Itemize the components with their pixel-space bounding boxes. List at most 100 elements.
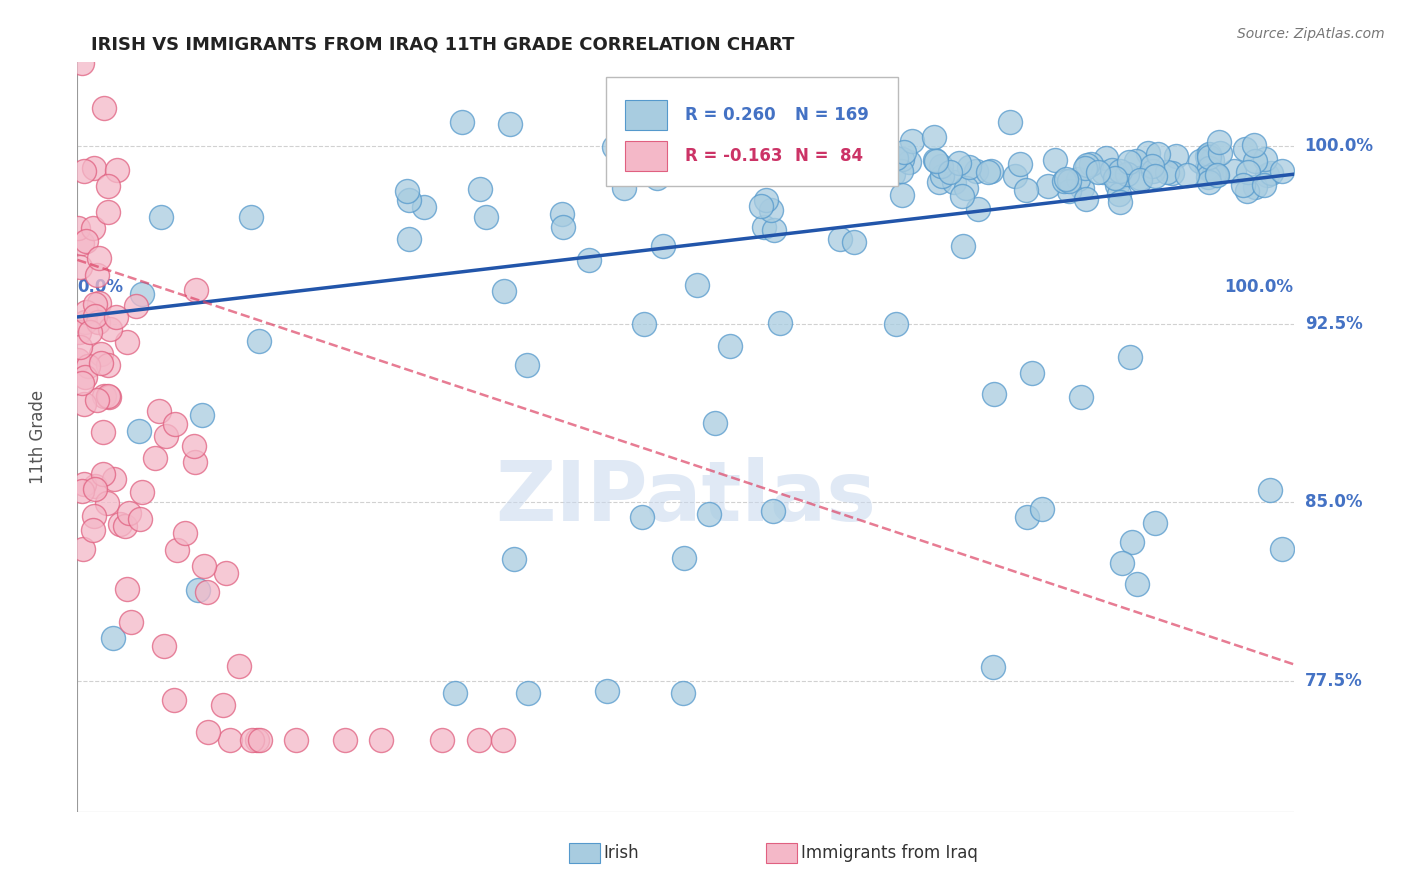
- Point: [70, 376, 93, 390]
- Point: [184, 284, 207, 298]
- Point: [1142, 164, 1164, 178]
- Point: [756, 158, 779, 172]
- Point: [955, 181, 977, 195]
- Point: [1206, 168, 1229, 182]
- Point: [333, 733, 356, 747]
- Point: [215, 566, 238, 580]
- Point: [551, 219, 574, 234]
- Point: [1000, 115, 1022, 129]
- Point: [1015, 510, 1038, 524]
- Point: [596, 684, 619, 698]
- Point: [467, 733, 489, 747]
- Point: [1256, 168, 1278, 182]
- Point: [820, 143, 842, 157]
- Point: [1129, 171, 1152, 186]
- Text: Irish: Irish: [603, 844, 638, 862]
- Point: [499, 118, 522, 132]
- Point: [1202, 167, 1225, 181]
- Point: [977, 164, 1000, 178]
- Point: [470, 182, 492, 196]
- Point: [183, 455, 205, 469]
- Point: [1198, 150, 1220, 164]
- Point: [803, 157, 825, 171]
- Point: [240, 733, 263, 747]
- Point: [633, 318, 655, 332]
- Point: [1057, 184, 1080, 198]
- Point: [730, 150, 752, 164]
- Text: ZIPatlas: ZIPatlas: [495, 457, 876, 538]
- Point: [101, 631, 124, 645]
- Point: [75, 234, 97, 248]
- Point: [925, 154, 948, 169]
- Point: [1166, 149, 1188, 163]
- Point: [1197, 169, 1219, 184]
- Point: [751, 199, 773, 213]
- Point: [430, 733, 453, 747]
- Point: [957, 161, 980, 175]
- Point: [1109, 195, 1132, 210]
- Point: [939, 165, 962, 179]
- Point: [890, 164, 912, 178]
- Point: [66, 221, 89, 235]
- Point: [69, 340, 91, 354]
- Point: [1004, 169, 1026, 183]
- Point: [193, 559, 215, 574]
- Point: [1111, 556, 1133, 570]
- Point: [1198, 175, 1220, 189]
- Point: [1198, 146, 1220, 161]
- Point: [105, 162, 128, 177]
- Point: [1109, 164, 1132, 178]
- Point: [824, 166, 846, 180]
- Point: [828, 232, 851, 246]
- Point: [197, 725, 219, 739]
- Point: [1140, 159, 1163, 173]
- Point: [983, 387, 1005, 401]
- Point: [247, 334, 270, 348]
- Point: [1095, 151, 1118, 165]
- Point: [413, 200, 436, 214]
- Point: [1010, 157, 1032, 171]
- Point: [1260, 166, 1282, 180]
- Point: [516, 358, 538, 372]
- Point: [1197, 161, 1219, 175]
- Point: [90, 355, 112, 369]
- Point: [1105, 170, 1128, 185]
- Point: [155, 428, 177, 442]
- Point: [87, 315, 110, 329]
- Point: [1198, 161, 1220, 175]
- Point: [67, 325, 90, 339]
- Point: [186, 583, 208, 598]
- Point: [128, 512, 150, 526]
- Point: [952, 238, 974, 252]
- Point: [1243, 137, 1265, 152]
- Point: [966, 202, 988, 217]
- Point: [79, 326, 101, 340]
- Point: [1070, 180, 1092, 194]
- Point: [82, 523, 104, 537]
- Point: [150, 210, 173, 224]
- Point: [398, 231, 420, 245]
- Text: Source: ZipAtlas.com: Source: ZipAtlas.com: [1237, 27, 1385, 41]
- Point: [174, 526, 197, 541]
- Point: [86, 393, 108, 408]
- Point: [1144, 516, 1167, 530]
- Point: [1108, 186, 1130, 201]
- Point: [1121, 534, 1143, 549]
- Point: [672, 686, 695, 700]
- Point: [110, 516, 132, 531]
- Point: [219, 733, 242, 747]
- Point: [370, 733, 392, 747]
- Point: [450, 115, 472, 129]
- Point: [72, 164, 94, 178]
- Point: [948, 156, 970, 170]
- Point: [1119, 351, 1142, 365]
- Point: [1244, 154, 1267, 169]
- Point: [75, 305, 97, 319]
- Text: 100.0%: 100.0%: [1225, 278, 1294, 296]
- Point: [245, 733, 267, 747]
- Point: [163, 417, 186, 431]
- Point: [1236, 184, 1258, 198]
- Point: [762, 222, 785, 236]
- Point: [118, 507, 141, 521]
- Point: [84, 309, 107, 323]
